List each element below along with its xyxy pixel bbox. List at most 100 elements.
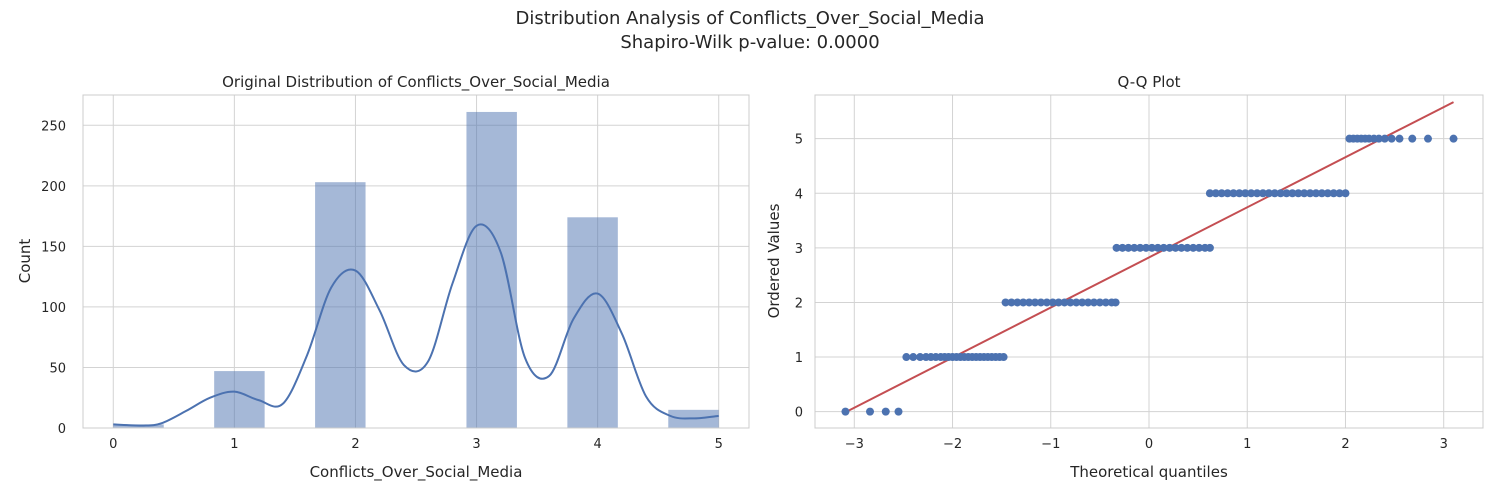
qq-point <box>1374 134 1383 143</box>
qq-point <box>1072 298 1081 307</box>
qq-point <box>1387 134 1396 143</box>
qq-point <box>1165 243 1174 252</box>
qq-point <box>1036 298 1045 307</box>
qq-point <box>1408 134 1417 143</box>
qq-point <box>1054 298 1063 307</box>
qq-point <box>1078 298 1087 307</box>
qq-point <box>1423 134 1432 143</box>
histogram-y-ticks: 0 50 100 150 200 250 <box>41 119 66 437</box>
y-tick-label: 2 <box>795 296 803 311</box>
qq-point <box>1101 298 1110 307</box>
x-tick-label: −2 <box>943 437 962 452</box>
y-tick-label: 4 <box>795 187 803 202</box>
x-tick-label: 1 <box>230 437 238 452</box>
qq-point <box>1264 189 1273 198</box>
qq-point <box>1449 134 1458 143</box>
x-tick-label: 0 <box>1145 437 1153 452</box>
y-tick-label: 0 <box>795 406 803 421</box>
qq-point <box>1112 243 1121 252</box>
qq-point <box>1323 189 1332 198</box>
qq-point <box>894 407 903 416</box>
qq-point <box>1001 298 1010 307</box>
qq-point <box>1205 243 1214 252</box>
qq-point <box>1142 243 1151 252</box>
qq-point <box>1060 298 1069 307</box>
qq-point <box>1317 189 1326 198</box>
y-tick-label: 1 <box>795 351 803 366</box>
qq-point <box>1217 189 1226 198</box>
y-tick-label: 100 <box>41 301 66 316</box>
qq-point <box>1177 243 1186 252</box>
histogram-plot-frame <box>82 94 750 429</box>
qq-fit-line <box>844 101 1454 414</box>
histogram-title: Original Distribution of Conflicts_Over_… <box>222 73 610 92</box>
qq-point <box>1294 189 1303 198</box>
qq-point <box>1042 298 1051 307</box>
qq-point <box>1229 189 1238 198</box>
histogram-panel: Original Distribution of Conflicts_Over_… <box>16 73 750 482</box>
qq-point <box>1007 298 1016 307</box>
qq-point <box>1306 189 1315 198</box>
y-tick-label: 250 <box>41 119 66 134</box>
x-tick-label: 5 <box>715 437 723 452</box>
qq-point <box>1089 298 1098 307</box>
qq-point <box>1329 189 1338 198</box>
qq-point <box>1084 298 1093 307</box>
qq-point <box>916 353 925 362</box>
y-tick-label: 50 <box>49 361 66 376</box>
qq-point <box>1189 243 1198 252</box>
qq-point <box>1205 189 1214 198</box>
x-tick-label: 2 <box>1341 437 1349 452</box>
histogram-bar <box>315 182 366 428</box>
histogram-bar <box>567 217 618 428</box>
qq-point <box>881 407 890 416</box>
x-tick-label: 4 <box>593 437 601 452</box>
x-tick-label: 3 <box>1440 437 1448 452</box>
y-tick-label: 3 <box>795 242 803 257</box>
x-tick-label: 2 <box>351 437 359 452</box>
qq-x-axis-label: Theoretical quantiles <box>1069 463 1228 481</box>
qq-point <box>866 407 875 416</box>
qq-point <box>1111 298 1120 307</box>
qq-point <box>1153 243 1162 252</box>
suptitle-line1: Distribution Analysis of Conflicts_Over_… <box>515 8 984 29</box>
qq-point <box>1136 243 1145 252</box>
qq-point <box>1159 243 1168 252</box>
y-tick-label: 150 <box>41 240 66 255</box>
qq-point <box>1066 298 1075 307</box>
qq-gridlines <box>815 95 1483 428</box>
suptitle-line2: Shapiro-Wilk p-value: 0.0000 <box>620 32 879 53</box>
histogram-x-ticks: 0 1 2 3 4 5 <box>109 437 723 452</box>
qq-point <box>909 353 918 362</box>
qq-plot-title: Q-Q Plot <box>1117 73 1180 91</box>
qq-point <box>1171 243 1180 252</box>
qq-plot-panel: Q-Q Plot −3 −2 −1 0 1 2 3 0 1 2 3 4 5 Theoretical q… <box>765 73 1484 481</box>
qq-point <box>902 353 911 362</box>
qq-point <box>1241 189 1250 198</box>
histogram-bar <box>466 111 517 428</box>
x-tick-label: −1 <box>1041 437 1060 452</box>
qq-point <box>1312 189 1320 198</box>
histogram-y-axis-label: Count <box>16 239 34 284</box>
qq-point <box>1335 189 1344 198</box>
qq-points <box>841 134 1458 416</box>
x-tick-label: 3 <box>472 437 480 452</box>
qq-plot-frame <box>814 94 1484 429</box>
x-tick-label: 0 <box>109 437 117 452</box>
qq-point <box>1247 189 1256 198</box>
qq-x-ticks: −3 −2 −1 0 1 2 3 <box>845 437 1448 452</box>
qq-point <box>1341 189 1350 198</box>
qq-point <box>1380 134 1389 143</box>
kde-curve <box>113 223 719 427</box>
y-tick-label: 0 <box>58 422 66 437</box>
qq-point <box>1223 189 1232 198</box>
qq-point <box>1095 298 1104 307</box>
qq-y-axis-label: Ordered Values <box>765 203 783 318</box>
qq-point <box>1288 189 1297 198</box>
qq-point <box>1195 243 1204 252</box>
histogram-bars <box>113 111 719 428</box>
x-tick-label: −3 <box>845 437 864 452</box>
qq-point <box>1031 298 1040 307</box>
qq-point <box>1282 189 1291 198</box>
